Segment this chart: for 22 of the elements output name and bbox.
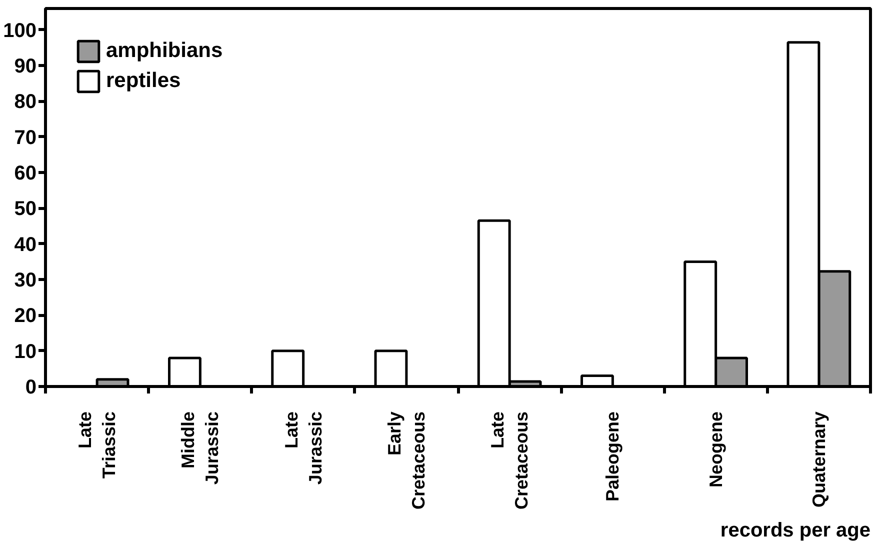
x-tick-label: Neogene — [706, 411, 726, 488]
x-tick-label: Late Cretaceous — [488, 411, 532, 510]
x-tick-label: Early Cretaceous — [384, 411, 428, 510]
y-tick-label: 0 — [25, 376, 36, 398]
y-tick-label: 10 — [14, 340, 37, 363]
y-tick-label: 90 — [14, 56, 37, 78]
legend-label: reptiles — [106, 69, 181, 93]
y-tick-label: 50 — [14, 198, 37, 220]
y-tick-label: 20 — [14, 305, 37, 328]
x-tick-label: Paleogene — [602, 411, 623, 502]
x-axis-title: records per age — [720, 520, 871, 542]
x-tick-label: Middle Jurassic — [178, 411, 222, 485]
y-tick-label: 30 — [14, 270, 37, 292]
y-tick-label: 70 — [14, 126, 37, 149]
x-tick-label: Late Jurassic — [281, 411, 326, 485]
x-tick-label: Quaternary — [808, 411, 829, 508]
y-tick-label: 100 — [3, 20, 37, 42]
y-tick-label: 80 — [14, 91, 37, 114]
legend-label: amphibians — [106, 39, 223, 63]
x-tick-label: Late Triassic — [75, 411, 120, 479]
y-tick-label: 40 — [14, 234, 37, 256]
y-tick-label: 60 — [14, 162, 37, 185]
